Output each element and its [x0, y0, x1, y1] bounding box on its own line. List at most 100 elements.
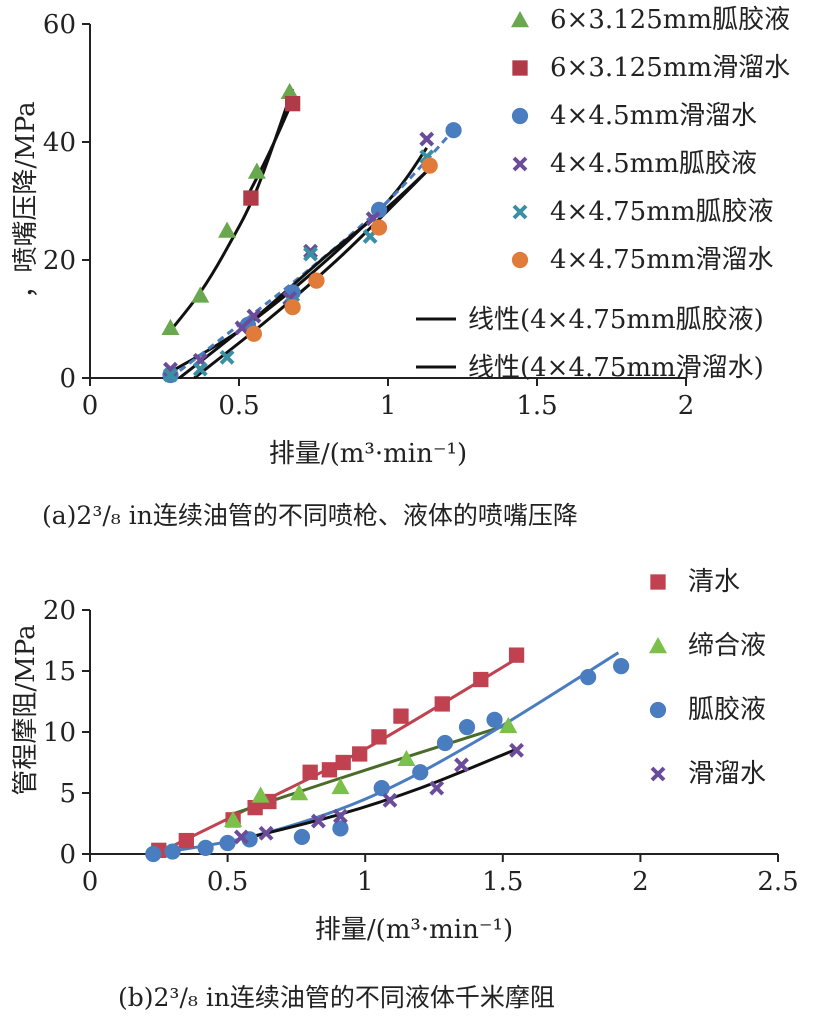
- y-axis-title: 管程摩阻/MPa: [11, 624, 41, 795]
- data-point: [352, 746, 368, 762]
- data-point: [284, 299, 301, 316]
- data-point: [499, 716, 518, 734]
- data-point: [258, 825, 274, 841]
- legend-label: 4×4.5mm胍胶液: [550, 149, 757, 179]
- legend-marker: [649, 701, 667, 719]
- data-point: [163, 367, 178, 383]
- data-point: [373, 780, 390, 797]
- trend-line: [169, 147, 428, 374]
- data-point: [218, 221, 237, 238]
- legend-label: 6×3.125mm滑溜水: [550, 53, 790, 83]
- data-point: [434, 696, 450, 712]
- data-point: [509, 742, 524, 758]
- data-point: [251, 786, 270, 803]
- data-point: [421, 157, 438, 174]
- data-point: [508, 647, 525, 663]
- x-tick-label: 1.5: [516, 391, 557, 421]
- chart-caption: (a)2³/₈ in连续油管的不同喷枪、液体的喷嘴压降: [42, 501, 578, 530]
- data-point: [246, 308, 262, 324]
- legend-label: 4×4.5mm滑溜水: [550, 101, 757, 131]
- x-tick-label: 1: [357, 867, 374, 897]
- legend-marker: [511, 11, 529, 28]
- x-axis-title: 排量/(m³·min⁻¹): [315, 915, 513, 945]
- trend-line: [243, 100, 295, 202]
- data-point: [321, 762, 338, 778]
- x-tick-label: 1: [380, 391, 397, 421]
- y-tick-label: 40: [43, 128, 76, 158]
- data-point: [219, 349, 235, 365]
- friction-chart: 0 0.5 1 1.5 2 2.5 0 5 10 15 20 排量/(m³·min⁻¹) 管程摩阻/MP…: [11, 567, 799, 1012]
- data-point: [370, 201, 388, 218]
- y-tick-label: 20: [43, 596, 76, 626]
- legend-marker: [511, 107, 529, 125]
- data-point: [164, 843, 181, 860]
- legend-label: 线性(4×4.75mm滑溜水): [468, 353, 764, 383]
- data-point: [243, 190, 259, 206]
- data-point: [197, 839, 214, 856]
- legend-label: 4×4.75mm胍胶液: [550, 197, 774, 227]
- chart-caption: (b)2³/₈ in连续油管的不同液体千米摩阻: [118, 983, 555, 1012]
- y-tick-label: 5: [59, 779, 76, 809]
- data-point: [458, 719, 476, 736]
- data-point: [247, 799, 263, 816]
- x-tick-label: 1.5: [482, 867, 523, 897]
- data-point: [284, 96, 301, 112]
- x-tick-label: 2: [678, 391, 695, 421]
- data-point: [178, 832, 194, 849]
- legend-marker: [512, 156, 528, 172]
- data-point: [486, 711, 503, 728]
- legend-marker: [649, 637, 667, 654]
- y-tick-label: 10: [43, 718, 76, 748]
- data-point: [303, 246, 318, 262]
- x-tick-label: 2.5: [757, 867, 798, 897]
- y-axis-title: ，喷嘴压降/MPa: [11, 101, 41, 298]
- data-point: [331, 777, 350, 795]
- data-point: [219, 834, 236, 852]
- legend-label: 缔合液: [688, 631, 766, 661]
- trend-line: [153, 651, 620, 856]
- data-point: [290, 784, 309, 801]
- data-point: [397, 749, 416, 767]
- data-point: [303, 243, 318, 259]
- x-axis-title: 排量/(m³·min⁻¹): [269, 439, 467, 469]
- legend-label: 胍胶液: [688, 695, 766, 725]
- data-point: [247, 162, 266, 179]
- data-point: [412, 764, 429, 781]
- data-point: [436, 734, 454, 752]
- legend-label: 线性(4×4.75mm胍胶液): [468, 305, 764, 335]
- data-point: [445, 122, 462, 139]
- data-point: [419, 131, 435, 147]
- data-point: [454, 757, 469, 773]
- x-tick-label: 0.5: [218, 391, 259, 421]
- data-point: [613, 658, 630, 675]
- data-point: [311, 813, 326, 829]
- legend-marker: [650, 766, 666, 782]
- trend-line: [178, 164, 434, 380]
- y-tick-label: 0: [59, 364, 76, 394]
- legend-label: 滑溜水: [688, 759, 766, 789]
- data-point: [473, 671, 489, 688]
- legend-label: 清水: [688, 567, 740, 597]
- legend-marker: [650, 574, 666, 590]
- data-point: [333, 808, 348, 824]
- data-point: [280, 82, 299, 100]
- data-point: [245, 325, 262, 342]
- data-point: [580, 669, 597, 686]
- x-tick-label: 0.5: [207, 867, 248, 897]
- trend-line: [240, 747, 518, 841]
- x-tick-label: 2: [632, 867, 649, 897]
- legend-label: 6×3.125mm胍胶液: [550, 5, 790, 35]
- data-point: [145, 845, 162, 863]
- data-point: [161, 318, 180, 336]
- y-tick-label: 60: [43, 10, 76, 40]
- data-point: [192, 361, 208, 377]
- data-point: [371, 729, 387, 745]
- data-point: [234, 320, 250, 336]
- x-tick-label: 0: [82, 867, 99, 897]
- y-tick-label: 15: [43, 657, 76, 687]
- legend-label: 4×4.75mm滑溜水: [550, 245, 774, 275]
- y-tick-label: 20: [43, 246, 76, 276]
- data-point: [302, 764, 318, 780]
- data-point: [429, 780, 445, 796]
- legend-marker: [512, 204, 528, 220]
